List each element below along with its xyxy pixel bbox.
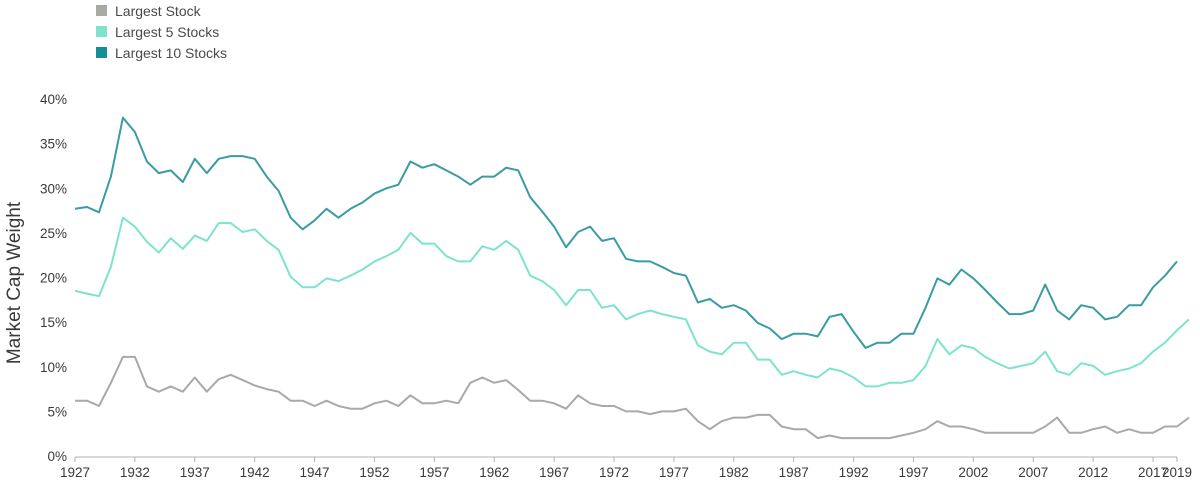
- series-line-largest-10-stocks: [74, 116, 1178, 349]
- legend-swatch: [96, 26, 107, 37]
- legend-swatch: [96, 5, 107, 16]
- legend-label: Largest 10 Stocks: [115, 44, 228, 61]
- x-tick-label: 2017: [1138, 465, 1168, 480]
- legend-item-largest-5-stocks: Largest 5 Stocks: [96, 21, 227, 42]
- x-tick-label: 1992: [839, 465, 869, 480]
- y-tick-label: 35%: [40, 137, 67, 152]
- y-tick-label: 30%: [40, 181, 67, 196]
- x-tick-label: 1937: [180, 465, 210, 480]
- y-tick-label: 40%: [40, 92, 67, 107]
- x-tick-label: 1962: [479, 465, 509, 480]
- x-tick-label: 2019: [1162, 465, 1192, 480]
- series-line-largest-stock: [75, 355, 1190, 440]
- y-tick-label: 10%: [40, 360, 67, 375]
- x-tick-label: 1947: [300, 465, 330, 480]
- y-tick-label: 15%: [40, 315, 67, 330]
- y-axis-title: Market Cap Weight: [4, 201, 25, 364]
- y-tick-label: 20%: [40, 271, 67, 286]
- legend-swatch: [96, 47, 107, 58]
- x-tick-label: 2007: [1018, 465, 1048, 480]
- x-axis-ticks: 1927 1932 1937 1942 1947 1952 1957 1962 1967 1972…: [60, 457, 1192, 480]
- series-layer: [74, 116, 1190, 440]
- x-tick-label: 1967: [539, 465, 569, 480]
- y-axis-ticks: 0% 5% 10% 15% 20% 25% 30% 35% 40%: [40, 92, 67, 464]
- y-tick-label: 0%: [47, 449, 67, 464]
- x-tick-label: 1997: [898, 465, 928, 480]
- x-tick-label: 1957: [419, 465, 449, 480]
- legend-label: Largest 5 Stocks: [115, 23, 220, 40]
- x-tick-label: 1977: [659, 465, 689, 480]
- x-tick-label: 1972: [599, 465, 629, 480]
- series-line-largest-5-stocks: [74, 216, 1190, 388]
- x-tick-label: 2012: [1078, 465, 1108, 480]
- y-tick-label: 25%: [40, 226, 67, 241]
- legend: Largest Stock Largest 5 Stocks Largest 1…: [96, 0, 227, 63]
- x-tick-label: 1932: [120, 465, 150, 480]
- y-tick-label: 5%: [47, 404, 67, 419]
- x-tick-label: 1982: [719, 465, 749, 480]
- x-tick-label: 1987: [779, 465, 809, 480]
- legend-item-largest-10-stocks: Largest 10 Stocks: [96, 42, 227, 63]
- x-tick-label: 1952: [359, 465, 389, 480]
- x-tick-label: 1927: [60, 465, 90, 480]
- x-tick-label: 2002: [958, 465, 988, 480]
- legend-item-largest-stock: Largest Stock: [96, 0, 227, 21]
- x-tick-label: 1942: [240, 465, 270, 480]
- legend-label: Largest Stock: [115, 2, 201, 19]
